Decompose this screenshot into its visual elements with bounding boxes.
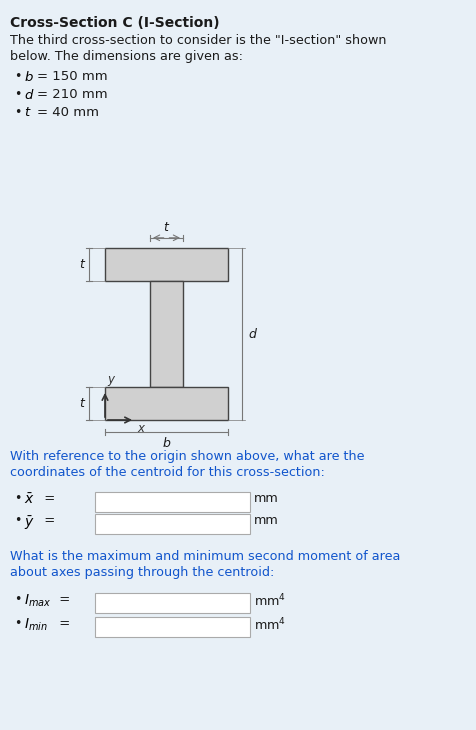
Bar xyxy=(95,593,250,613)
Text: =: = xyxy=(40,492,55,505)
Text: Cross-Section C (I-Section): Cross-Section C (I-Section) xyxy=(10,16,219,30)
Text: below. The dimensions are given as:: below. The dimensions are given as: xyxy=(10,50,243,63)
Text: $x$: $x$ xyxy=(137,422,146,435)
Text: = 150 mm: = 150 mm xyxy=(37,70,108,83)
Text: $b$: $b$ xyxy=(162,436,171,450)
Text: mm$^4$: mm$^4$ xyxy=(254,593,286,610)
Text: mm$^4$: mm$^4$ xyxy=(254,617,286,634)
Text: $y$: $y$ xyxy=(107,374,117,388)
Text: $I_{max}$: $I_{max}$ xyxy=(24,593,51,610)
Text: $t$: $t$ xyxy=(163,220,170,234)
Text: $I_{min}$: $I_{min}$ xyxy=(24,617,48,634)
Text: mm: mm xyxy=(254,492,279,505)
Text: $t$: $t$ xyxy=(24,106,31,119)
Text: •: • xyxy=(14,593,21,606)
Text: $\bar{y}$: $\bar{y}$ xyxy=(24,514,35,532)
Text: =: = xyxy=(55,617,70,630)
Text: = 40 mm: = 40 mm xyxy=(37,106,99,119)
Bar xyxy=(95,492,250,512)
Text: The third cross-section to consider is the "I-section" shown: The third cross-section to consider is t… xyxy=(10,34,387,47)
Bar xyxy=(95,617,250,637)
Text: $t$: $t$ xyxy=(79,397,86,410)
Bar xyxy=(105,387,228,420)
Text: •: • xyxy=(14,88,21,101)
Text: coordinates of the centroid for this cross-section:: coordinates of the centroid for this cro… xyxy=(10,466,325,479)
Text: =: = xyxy=(40,514,55,527)
Text: $d$: $d$ xyxy=(248,327,258,341)
Text: $t$: $t$ xyxy=(79,258,86,271)
Bar xyxy=(105,247,228,280)
Text: •: • xyxy=(14,617,21,630)
Text: With reference to the origin shown above, what are the: With reference to the origin shown above… xyxy=(10,450,365,463)
Bar xyxy=(95,514,250,534)
Text: =: = xyxy=(55,593,70,606)
Text: •: • xyxy=(14,70,21,83)
Text: $d$: $d$ xyxy=(24,88,34,102)
Text: = 210 mm: = 210 mm xyxy=(37,88,108,101)
Text: $\bar{x}$: $\bar{x}$ xyxy=(24,492,35,507)
Text: What is the maximum and minimum second moment of area: What is the maximum and minimum second m… xyxy=(10,550,400,563)
Bar xyxy=(150,280,183,387)
Text: •: • xyxy=(14,492,21,505)
Text: mm: mm xyxy=(254,514,279,527)
Text: •: • xyxy=(14,106,21,119)
Text: about axes passing through the centroid:: about axes passing through the centroid: xyxy=(10,566,274,579)
Text: $b$: $b$ xyxy=(24,70,34,84)
Text: •: • xyxy=(14,514,21,527)
